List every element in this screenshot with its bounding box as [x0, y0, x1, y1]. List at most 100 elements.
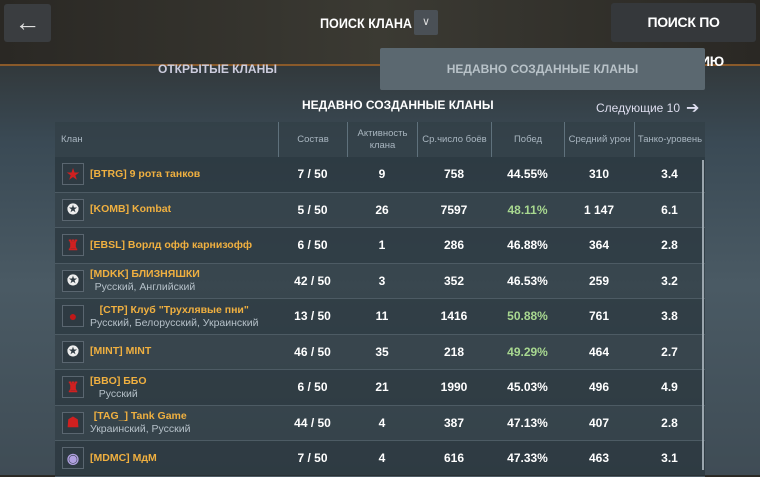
win-rate: 49.29% [507, 344, 548, 359]
clan-cell: ● [CTP] Клуб "Трухлявые пни" Русский, Бело… [55, 299, 278, 334]
clan-info: [MDKK] БЛИЗНЯШКИ Русский, Английский [90, 268, 200, 293]
clan-info: [EBSL] Ворлд офф карнизофф [90, 239, 252, 252]
tier: 6.1 [661, 202, 678, 217]
next-10-button[interactable]: Следующие 10 ➔ [596, 98, 699, 118]
clan-cell: ♜ [EBSL] Ворлд офф карнизофф [55, 228, 278, 263]
activity: 4 [378, 415, 386, 430]
tier: 4.9 [661, 380, 678, 395]
win-rate: 50.88% [507, 309, 548, 324]
avg-battles: 758 [443, 167, 465, 182]
clan-cell: ♜ [BBO] ББО Русский [55, 370, 278, 405]
clan-name: [BTRG] 9 рота танков [90, 167, 201, 180]
section-title: НЕДАВНО СОЗДАННЫЕ КЛАНЫ [302, 98, 494, 112]
clan-name: [TAG_] Tank Game [93, 410, 187, 423]
clan-cell: ✪ [MDKK] БЛИЗНЯШКИ Русский, Английский [55, 264, 278, 299]
clan-languages: Русский, Английский [94, 281, 196, 294]
table-row[interactable]: ✪ [MINT] MINT 46 / 50 35 218 49.29% 464 2… [55, 334, 705, 370]
activity: 35 [375, 344, 389, 359]
clan-cell: ✪ [KOMB] Kombat [55, 193, 278, 228]
back-button[interactable]: ← [4, 4, 51, 42]
clan-name: [KOMB] Kombat [90, 203, 172, 216]
col-damage[interactable]: Средний урон [564, 122, 634, 157]
activity: 26 [375, 202, 389, 217]
clan-name: [MINT] MINT [90, 345, 152, 358]
clan-emblem-icon: ✪ [62, 269, 84, 292]
table-row[interactable]: ◉ [MDMC] МдМ 7 / 50 4 616 47.33% 463 3.1 [55, 441, 705, 477]
table-row[interactable]: ● [CTP] Клуб "Трухлявые пни" Русский, Бело… [55, 299, 705, 335]
clan-emblem-icon: ★ [62, 163, 84, 186]
members: 13 / 50 [294, 309, 331, 324]
members: 44 / 50 [294, 415, 331, 430]
next-label: Следующие 10 [596, 101, 681, 115]
avg-damage: 407 [588, 415, 610, 430]
clan-name: [MDMC] МдМ [90, 451, 157, 464]
col-wins[interactable]: Побед [491, 122, 564, 157]
col-battles[interactable]: Ср.число боёв [417, 122, 491, 157]
clan-emblem-icon: ● [62, 305, 84, 328]
clan-name: [BBO] ББО [90, 374, 147, 387]
tier: 3.1 [661, 451, 678, 466]
activity: 3 [378, 273, 386, 288]
col-activity[interactable]: Активность клана [347, 122, 417, 157]
table-row[interactable]: ♜ [BBO] ББО Русский 6 / 50 21 1990 45.03% … [55, 370, 705, 406]
tier: 2.7 [661, 344, 678, 359]
title-dropdown-button[interactable]: ∨ [414, 10, 438, 35]
avg-battles: 616 [443, 451, 465, 466]
clans-table: Клан Состав Активность клана Ср.число бо… [55, 122, 705, 477]
tab-open-clans[interactable]: ОТКРЫТЫЕ КЛАНЫ [158, 62, 277, 76]
table-row[interactable]: ✪ [MDKK] БЛИЗНЯШКИ Русский, Английский 42 … [55, 263, 705, 299]
avg-battles: 352 [443, 273, 465, 288]
table-header: Клан Состав Активность клана Ср.число бо… [55, 122, 705, 157]
clan-cell: ◉ [MDMC] МдМ [55, 441, 278, 476]
clan-info: [BTRG] 9 рота танков [90, 168, 200, 181]
arrow-left-icon: ← [14, 7, 41, 37]
tab-recent-clans[interactable]: НЕДАВНО СОЗДАННЫЕ КЛАНЫ [380, 48, 705, 90]
avg-damage: 464 [588, 344, 610, 359]
clan-emblem-icon: ♜ [62, 234, 84, 257]
avg-battles: 286 [443, 238, 465, 253]
members: 7 / 50 [297, 167, 328, 182]
table-row[interactable]: ★ [BTRG] 9 рота танков 7 / 50 9 758 44.55… [55, 157, 705, 193]
tier: 3.2 [661, 273, 678, 288]
avg-battles: 218 [443, 344, 465, 359]
clan-emblem-icon: ◉ [62, 447, 84, 470]
search-by-name-button[interactable]: ПОИСК ПО НАЗВАНИЮ [611, 3, 756, 69]
avg-damage: 496 [588, 380, 610, 395]
tier: 3.8 [661, 309, 678, 324]
avg-damage: 761 [588, 309, 610, 324]
clan-name: [MDKK] БЛИЗНЯШКИ [90, 268, 200, 281]
clan-emblem-icon: ☗ [62, 411, 84, 434]
members: 42 / 50 [294, 273, 331, 288]
arrow-right-icon: ➔ [686, 100, 700, 117]
scrollbar[interactable] [702, 160, 704, 470]
chevron-down-icon: ∨ [421, 16, 431, 28]
page-title: ПОИСК КЛАНА [320, 15, 413, 31]
col-tier[interactable]: Танко-уровень [634, 122, 705, 157]
avg-battles: 1990 [440, 380, 468, 395]
clan-cell: ✪ [MINT] MINT [55, 335, 278, 370]
col-clan[interactable]: Клан [61, 133, 83, 145]
activity: 9 [378, 167, 386, 182]
members: 5 / 50 [297, 202, 328, 217]
members: 7 / 50 [297, 451, 328, 466]
table-row[interactable]: ♜ [EBSL] Ворлд офф карнизофф 6 / 50 1 286… [55, 228, 705, 264]
clan-info: [MINT] MINT [90, 345, 151, 358]
col-members[interactable]: Состав [278, 122, 347, 157]
avg-damage: 310 [588, 167, 610, 182]
tier: 2.8 [661, 415, 678, 430]
members: 6 / 50 [297, 238, 328, 253]
avg-battles: 387 [443, 415, 465, 430]
clan-emblem-icon: ✪ [62, 340, 84, 363]
win-rate: 48.11% [507, 202, 548, 217]
win-rate: 44.55% [507, 167, 548, 182]
clan-languages: Русский [98, 387, 138, 400]
clan-languages: Украинский, Русский [90, 423, 191, 436]
tier: 3.4 [661, 167, 678, 182]
table-row[interactable]: ☗ [TAG_] Tank Game Украинский, Русский 44 … [55, 405, 705, 441]
table-row[interactable]: ✪ [KOMB] Kombat 5 / 50 26 7597 48.11% 1 1… [55, 192, 705, 228]
members: 6 / 50 [297, 380, 328, 395]
clan-name: [CTP] Клуб "Трухлявые пни" [99, 303, 249, 316]
activity: 1 [378, 238, 386, 253]
win-rate: 47.13% [507, 415, 548, 430]
win-rate: 46.88% [507, 238, 548, 253]
